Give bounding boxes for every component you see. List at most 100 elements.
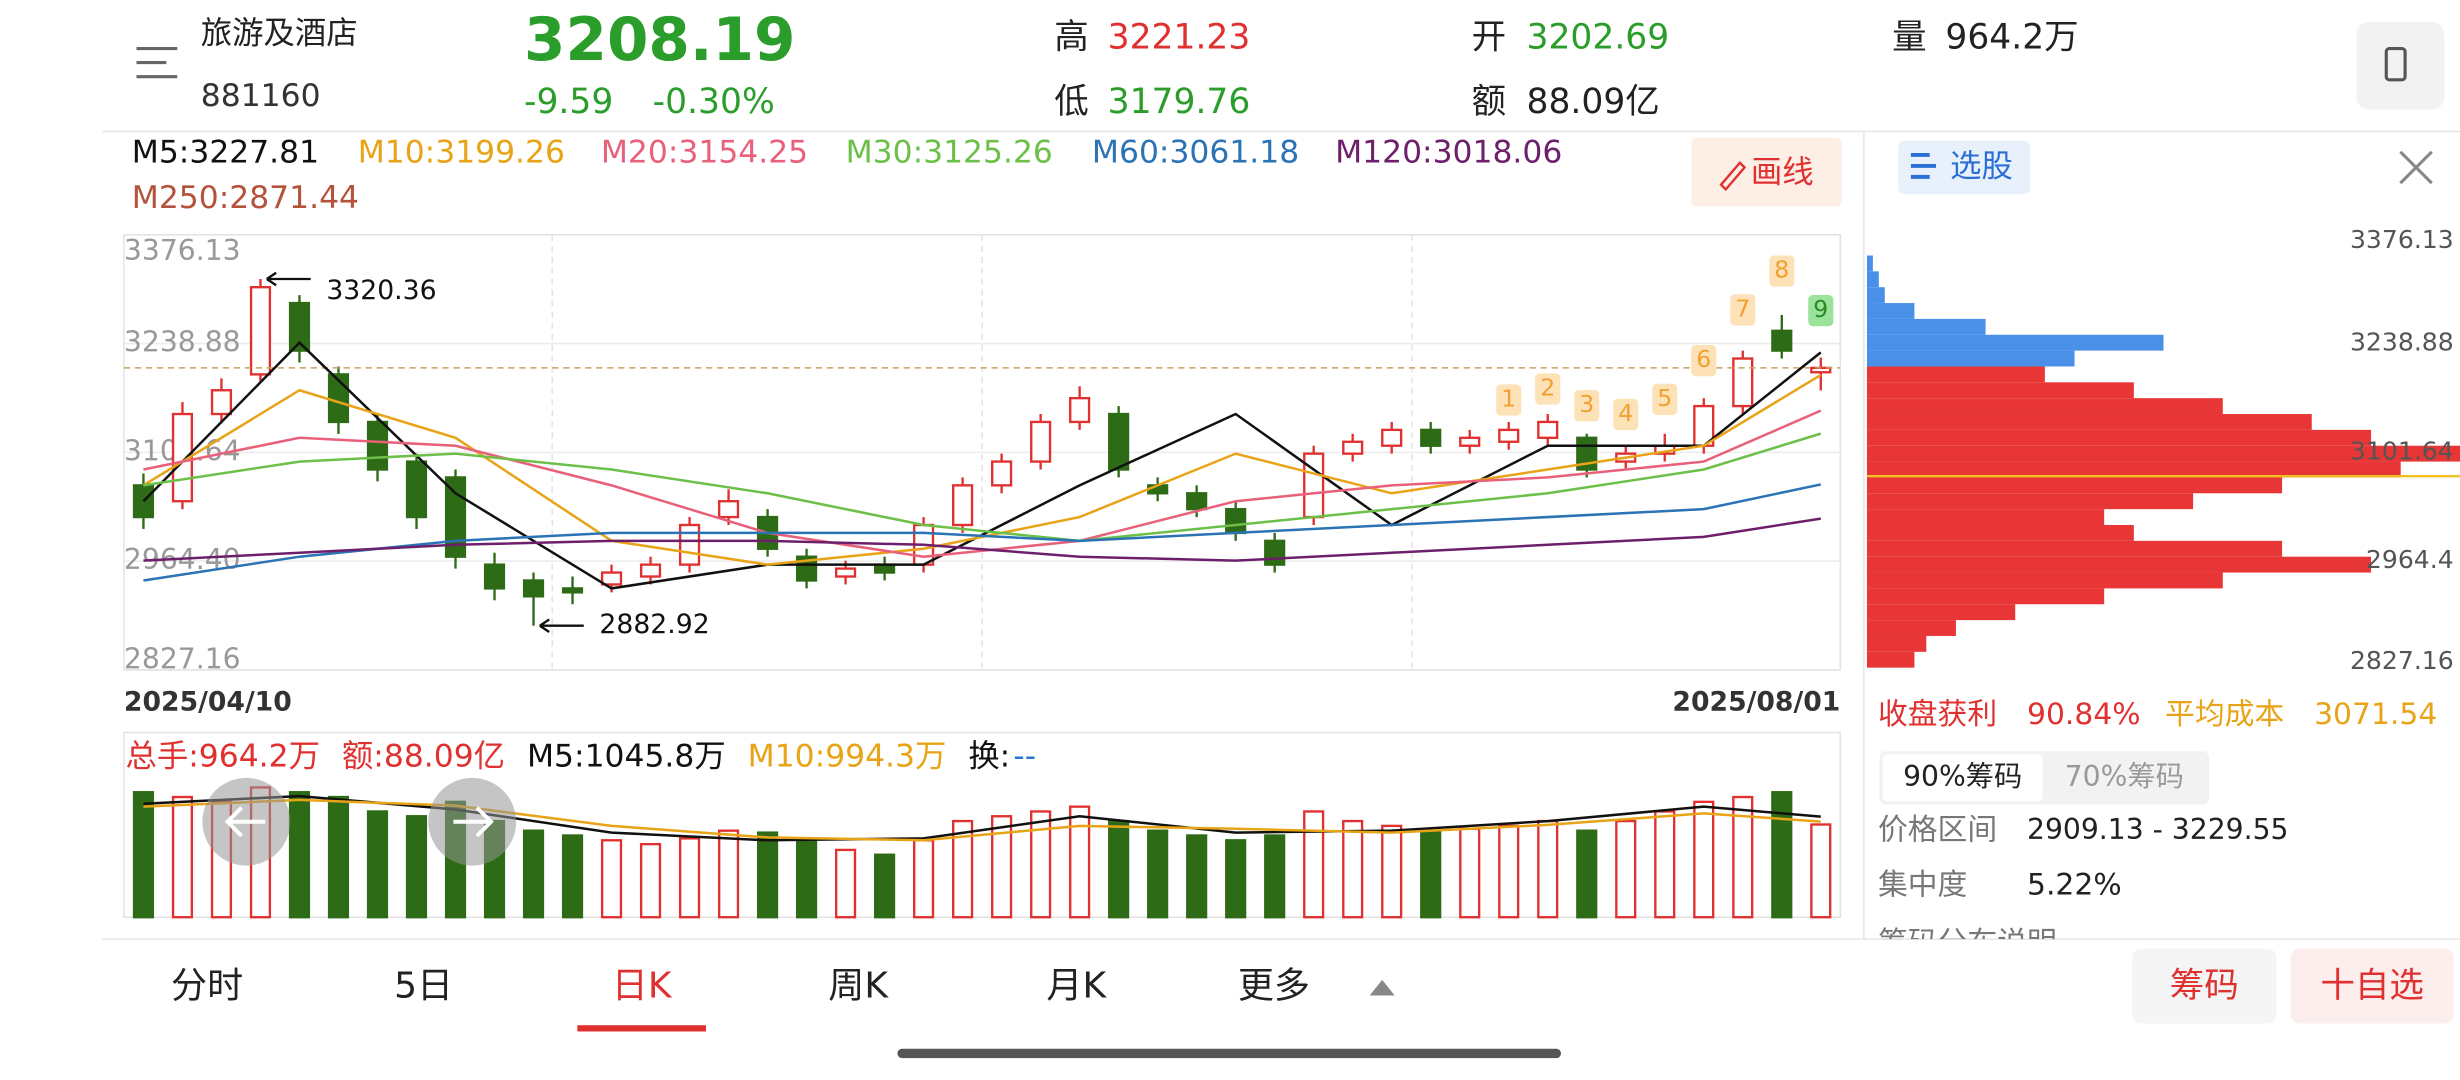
explain-link: 筹码分布说明 (1878, 925, 2057, 960)
ma-line (143, 517, 1821, 562)
ma-legend: M60:3061.18 (1092, 134, 1299, 170)
watch-button[interactable] (2290, 948, 2454, 1024)
volume-bar (1771, 791, 1793, 919)
select-badge[interactable] (1898, 140, 2031, 195)
arrow (266, 271, 311, 287)
chip-bar (1866, 477, 2283, 494)
chip-bar (1866, 604, 2016, 621)
index-code: 881160 (201, 78, 321, 114)
candle-body (1069, 396, 1091, 424)
change-pct: -0.30% (653, 82, 775, 122)
tab[interactable]: 分时 (171, 966, 243, 1007)
volume-bar (874, 853, 896, 919)
candle-body (522, 579, 545, 598)
volume-bar (639, 842, 662, 919)
chip-bar (1866, 635, 1927, 652)
volume-legend: M10:994.3万 (748, 739, 947, 775)
device-button[interactable] (2356, 21, 2445, 110)
volume-bar (795, 839, 818, 919)
volume-bar (834, 848, 857, 919)
chip-tab-active[interactable] (1882, 754, 2043, 802)
tab[interactable]: 月K (1046, 966, 1107, 1007)
candle-body (1498, 428, 1520, 443)
volume-legend: M5:1045.8万 (527, 739, 726, 775)
td-label: 7 (1735, 294, 1750, 322)
chip-bar (1866, 255, 1873, 272)
td-label: 3 (1579, 390, 1594, 418)
volume-bar (1069, 805, 1091, 919)
y-tick-label: 3238.88 (124, 326, 241, 359)
profit: 90.84% (2027, 697, 2141, 732)
button-label[interactable]: 筹码 (2170, 966, 2239, 1006)
chip-bar (1866, 382, 2134, 399)
candle-body (1537, 420, 1559, 439)
volume-bar (327, 795, 350, 919)
chip-bar (1866, 398, 2223, 415)
td-badge (1769, 255, 1795, 287)
amount: 88.09亿 (1527, 82, 1660, 122)
volume-bar (1225, 839, 1247, 919)
tab[interactable]: 周K (828, 966, 889, 1007)
draw-button[interactable] (1691, 137, 1842, 207)
candle-body (1342, 440, 1364, 455)
home-bar (897, 1048, 1562, 1059)
tab[interactable]: 更多 (1238, 966, 1310, 1007)
tab[interactable]: 日K (612, 966, 673, 1007)
button-label[interactable]: 十自选 (2320, 966, 2424, 1006)
price: 3208.19 (524, 6, 795, 75)
volume-bar (1810, 823, 1832, 919)
volume-legend: 换: (968, 739, 1010, 775)
candle-body (834, 567, 857, 578)
chip-bar (1866, 303, 1915, 319)
ma-legend: M120:3018.06 (1335, 134, 1562, 170)
td-label: 2 (1540, 373, 1555, 401)
volume-bar (1108, 819, 1130, 919)
td-badge (1691, 344, 1717, 377)
volume-legend: 额:88.09亿 (342, 739, 505, 775)
more-arrow (1369, 979, 1395, 996)
chip-tick-label: 3238.88 (2350, 328, 2454, 357)
td-label: 4 (1618, 399, 1633, 427)
volume-bar (952, 819, 974, 919)
td-badge (1574, 390, 1600, 422)
td-label: 8 (1774, 256, 1789, 284)
candle-body (600, 571, 623, 586)
volume-legend: 总手:964.2万 (126, 739, 320, 775)
td-badge (1808, 294, 1834, 327)
ma-line (143, 409, 1822, 558)
label: 量 (1892, 18, 1927, 58)
chip-tab[interactable]: 70%筹码 (2065, 760, 2184, 793)
chip-bar (1866, 318, 1986, 335)
volume-bar (678, 837, 701, 919)
ma-line (142, 340, 1822, 590)
volume-bar (288, 791, 311, 919)
date-label: 2025/08/01 (1672, 686, 1840, 717)
volume-bar (405, 815, 428, 919)
chip-tick-label: 2827.16 (2350, 646, 2454, 675)
menu-icon[interactable] (136, 46, 178, 79)
chip-bar (1866, 651, 1915, 668)
td-label: 5 (1657, 384, 1672, 412)
nav-arrow (453, 806, 494, 838)
volume-legend: -- (1013, 739, 1036, 775)
volume-bar (600, 839, 623, 919)
volume-bar (1459, 827, 1481, 919)
chip-tab: 90%筹码 (1903, 760, 2022, 793)
volume-bar (1576, 829, 1598, 919)
candle-body (288, 301, 311, 352)
ma-legend: M30:3125.26 (846, 134, 1053, 170)
chip-bar (1866, 556, 2372, 573)
chip-bar (1866, 350, 2075, 367)
chip-bar (1866, 287, 1885, 304)
candle-body (366, 420, 389, 471)
label: 低 (1054, 82, 1089, 122)
td-badge (1613, 398, 1639, 431)
close-icon[interactable] (2399, 150, 2433, 185)
volume-bar (717, 829, 740, 919)
tab[interactable]: 5日 (394, 966, 453, 1007)
td-badge (1652, 383, 1678, 416)
ma-legend: M20:3154.25 (601, 134, 808, 170)
candle-body (1186, 492, 1208, 511)
chip-bar (1866, 366, 2045, 383)
chips-button[interactable] (2132, 948, 2277, 1024)
